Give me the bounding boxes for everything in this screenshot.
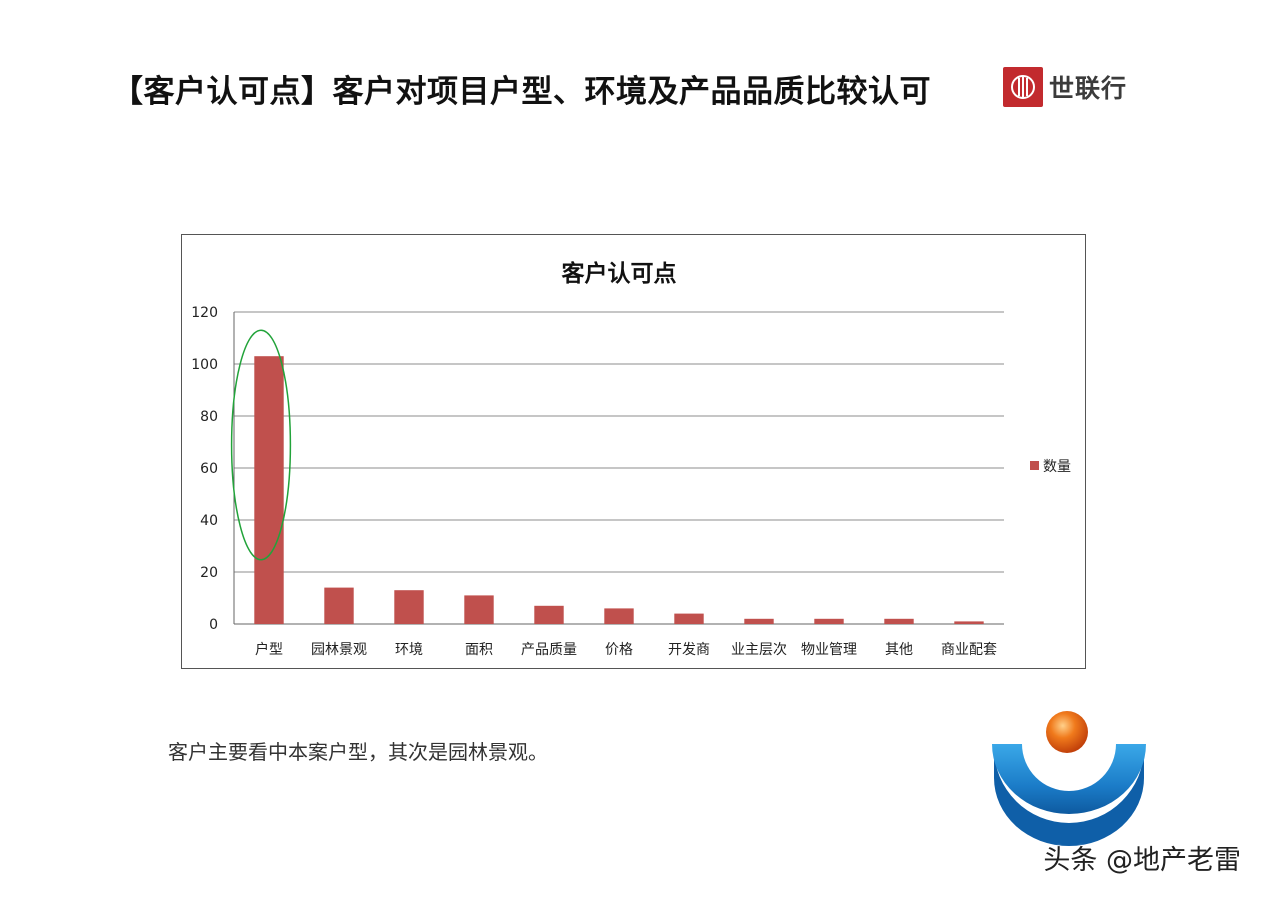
x-tick-label: 业主层次 xyxy=(731,642,787,658)
x-tick-label: 商业配套 xyxy=(941,642,997,658)
chart-title: 客户认可点 xyxy=(562,260,677,287)
bar xyxy=(674,613,704,624)
x-tick-label: 开发商 xyxy=(668,642,710,658)
y-tick-label: 100 xyxy=(191,357,218,373)
bar xyxy=(464,595,494,624)
bar xyxy=(814,618,844,624)
bar xyxy=(394,590,424,624)
bar-chart: 客户认可点 0 20 40 60 80 100 120 户型 园林景观 环境 面积 产品质量 价格 开发商 业… xyxy=(191,260,1071,658)
y-tick-label: 40 xyxy=(200,513,218,529)
bar xyxy=(604,608,634,624)
bar xyxy=(954,621,984,624)
x-tick-label: 园林景观 xyxy=(311,642,367,658)
y-tick-label: 120 xyxy=(191,305,218,321)
bar xyxy=(254,356,284,624)
y-tick-label: 20 xyxy=(200,565,218,581)
bar xyxy=(534,605,564,624)
conclusion-text: 客户主要看中本案户型，其次是园林景观。 xyxy=(168,740,548,764)
company-logo-icon xyxy=(988,708,1150,852)
brand-mark-icon xyxy=(1003,67,1043,107)
y-tick-label: 60 xyxy=(200,461,218,477)
y-tick-label: 80 xyxy=(200,409,218,425)
brand-name: 世联行 xyxy=(1049,74,1128,103)
bar xyxy=(884,618,914,624)
x-tick-label: 产品质量 xyxy=(521,642,577,658)
legend-swatch xyxy=(1030,461,1039,470)
x-tick-label: 户型 xyxy=(255,641,283,658)
chart-panel: 客户认可点 0 20 40 60 80 100 120 户型 园林景观 环境 面积 产品质量 价格 开发商 业… xyxy=(181,234,1086,669)
bar xyxy=(744,618,774,624)
legend-label: 数量 xyxy=(1043,459,1071,475)
slide-title: 【客户认可点】客户对项目户型、环境及产品品质比较认可 xyxy=(112,74,931,110)
x-tick-label: 面积 xyxy=(465,642,493,658)
x-tick-label: 环境 xyxy=(395,642,423,658)
bar xyxy=(324,587,354,624)
x-tick-label: 物业管理 xyxy=(801,642,857,658)
watermark: 头条 @地产老雷 xyxy=(1043,845,1241,876)
x-tick-label: 价格 xyxy=(605,642,633,658)
highlight-ellipse xyxy=(230,329,292,561)
brand-logo: 世联行 xyxy=(1003,66,1127,108)
y-tick-label: 0 xyxy=(209,617,218,633)
x-tick-label: 其他 xyxy=(885,642,913,658)
